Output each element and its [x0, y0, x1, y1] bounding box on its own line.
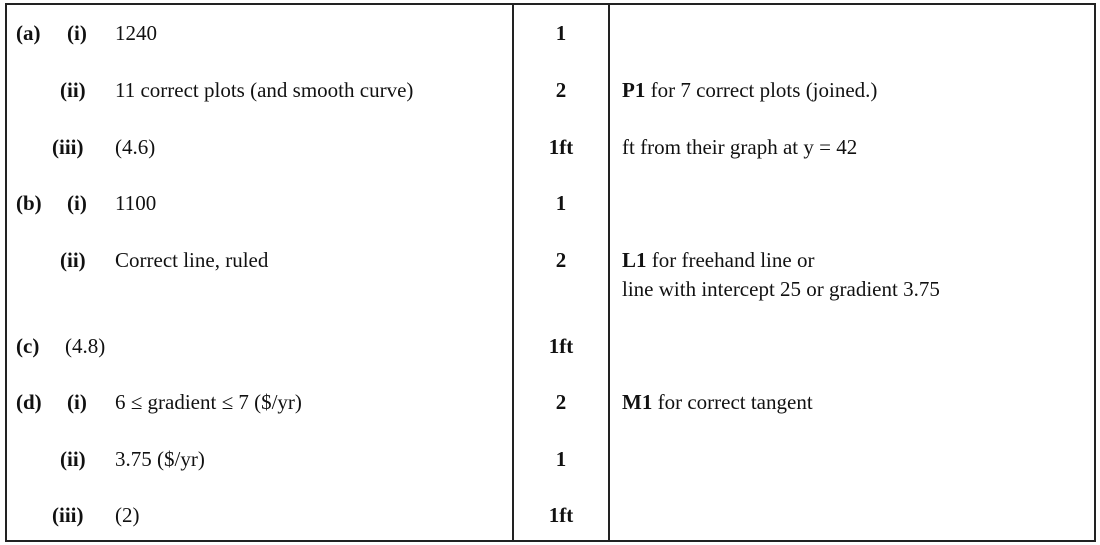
note: M1 for correct tangent — [622, 390, 813, 414]
subpart-label: (i) — [67, 390, 87, 414]
mark-scheme-table — [5, 3, 1096, 542]
answer: (4.6) — [115, 135, 156, 159]
note-text: ft from their graph at y = 42 — [622, 135, 858, 159]
mark: 1 — [555, 191, 567, 215]
note-code: L1 — [622, 248, 647, 272]
note: P1 for 7 correct plots (joined.) — [622, 78, 877, 102]
note-text: for 7 correct plots (joined.) — [650, 78, 878, 102]
note-code: P1 — [622, 78, 646, 102]
part-label: (b) — [16, 191, 42, 215]
subpart-label: (iii) — [52, 135, 84, 159]
answer: 3.75 ($/yr) — [115, 447, 205, 471]
mark: 1ft — [548, 503, 574, 527]
part-label: (a) — [16, 21, 41, 45]
mark: 2 — [555, 78, 567, 102]
mark: 1ft — [548, 135, 574, 159]
subpart-label: (ii) — [60, 78, 86, 102]
note: L1 for freehand line or — [622, 248, 814, 272]
subpart-label: (ii) — [60, 447, 86, 471]
subpart-label: (iii) — [52, 503, 84, 527]
answer: 1240 — [115, 21, 157, 45]
column-divider — [608, 3, 610, 542]
answer: 1100 — [115, 191, 157, 215]
mark: 1 — [555, 21, 567, 45]
note-text: line with intercept 25 or gradient 3.75 — [622, 277, 940, 301]
answer: 11 correct plots (and smooth curve) — [115, 78, 414, 102]
part-label: (d) — [16, 390, 42, 414]
note-text: for correct tangent — [657, 390, 813, 414]
mark: 2 — [555, 390, 567, 414]
answer: Correct line, ruled — [115, 248, 269, 272]
note-code: M1 — [622, 390, 653, 414]
answer: (4.8) — [65, 334, 106, 358]
subpart-label: (i) — [67, 191, 87, 215]
mark: 1ft — [548, 334, 574, 358]
mark: 2 — [555, 248, 567, 272]
column-divider — [512, 3, 514, 542]
part-label: (c) — [16, 334, 40, 358]
answer: (2) — [115, 503, 140, 527]
subpart-label: (ii) — [60, 248, 86, 272]
subpart-label: (i) — [67, 21, 87, 45]
note-text: for freehand line or — [651, 248, 815, 272]
answer: 6 ≤ gradient ≤ 7 ($/yr) — [115, 390, 302, 414]
mark: 1 — [555, 447, 567, 471]
